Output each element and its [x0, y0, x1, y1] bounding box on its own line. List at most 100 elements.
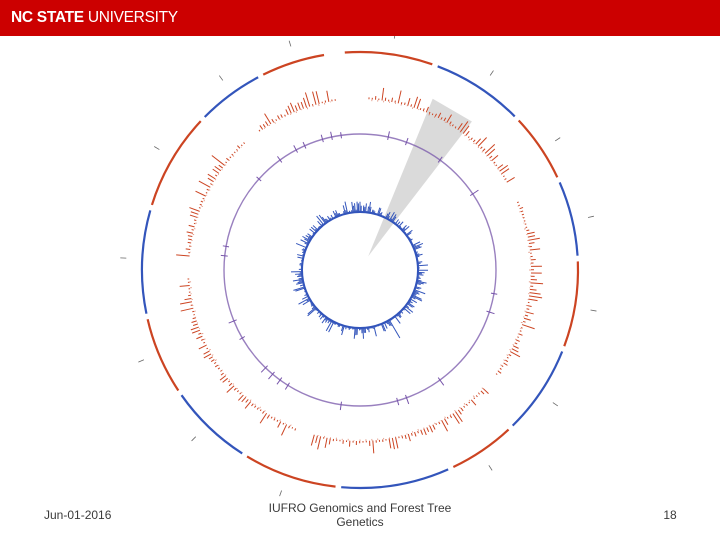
red-histogram-bar: [326, 90, 330, 102]
red-histogram-bar: [426, 427, 430, 433]
red-histogram-bar: [220, 370, 222, 372]
red-histogram-bar: [206, 347, 209, 350]
footer-date: Jun-01-2016: [44, 508, 112, 522]
chromosome-label-tick: [288, 40, 292, 47]
blue-histogram-bar: [344, 201, 349, 214]
red-histogram-bar: [504, 178, 507, 180]
blue-histogram-bar: [297, 281, 304, 284]
blue-histogram-bar: [400, 227, 403, 230]
blue-histogram-bar: [302, 248, 306, 251]
red-histogram-bar: [180, 307, 194, 312]
blue-histogram-bar: [396, 221, 401, 226]
red-histogram-bar: [210, 359, 215, 362]
red-histogram-track: [176, 87, 544, 454]
header-bar: NC STATE UNIVERSITY: [0, 0, 720, 36]
red-histogram-bar: [315, 91, 320, 105]
red-histogram-bar: [189, 207, 200, 212]
blue-histogram-bar: [310, 303, 314, 306]
red-histogram-bar: [429, 425, 434, 433]
red-histogram-underbar: [240, 391, 243, 394]
red-histogram-bar: [222, 377, 228, 383]
red-histogram-bar: [502, 175, 505, 178]
blue-histogram-bar: [411, 242, 413, 244]
red-histogram-bar: [262, 124, 266, 128]
blue-histogram-bar: [348, 326, 351, 330]
purple-ring-mark: [469, 189, 479, 197]
red-histogram-bar: [444, 418, 449, 426]
red-histogram-bar: [210, 183, 213, 185]
blue-histogram-bar: [299, 284, 305, 287]
blue-histogram-bar: [395, 315, 397, 317]
red-histogram-bar: [528, 237, 540, 241]
red-histogram-underbar: [459, 406, 461, 409]
red-histogram-underbar: [428, 113, 430, 116]
red-histogram-bar: [237, 145, 241, 149]
red-histogram-bar: [285, 109, 289, 115]
blue-histogram-bar: [410, 298, 418, 304]
red-histogram-bar: [432, 424, 436, 430]
chromosome-label-ticks: [120, 36, 597, 497]
blue-histogram-bar: [306, 241, 310, 244]
blue-histogram-bar: [307, 233, 313, 238]
red-histogram-bar: [185, 248, 191, 250]
red-histogram-underbar: [506, 354, 509, 356]
blue-histogram-bar: [342, 205, 346, 214]
purple-ring-mark: [276, 377, 283, 385]
blue-histogram-bar: [407, 235, 409, 238]
university-logo[interactable]: NC STATE UNIVERSITY: [11, 9, 178, 27]
blue-histogram-bar: [408, 237, 411, 240]
red-histogram-bar: [213, 361, 217, 365]
blue-histogram-bar: [325, 218, 329, 222]
red-histogram-bar: [438, 421, 441, 425]
red-histogram-bar: [206, 188, 209, 191]
chromosome-label-tick: [191, 436, 197, 442]
red-histogram-bar: [277, 115, 280, 120]
blue-histogram-bar: [307, 237, 311, 241]
chromosome-arc: [452, 428, 510, 468]
blue-histogram-bar: [407, 236, 410, 239]
red-histogram-bar: [478, 392, 481, 395]
red-histogram-bar: [317, 436, 322, 450]
blue-histogram-bar: [392, 317, 395, 319]
blue-histogram-bar: [305, 235, 312, 240]
blue-histogram-bar: [385, 213, 389, 219]
red-histogram-bar: [310, 434, 315, 446]
red-histogram-bar: [529, 288, 537, 291]
red-histogram-bar: [513, 345, 519, 349]
red-histogram-bar: [256, 407, 259, 410]
blue-histogram-bar: [312, 234, 314, 236]
blue-histogram-bar: [352, 205, 355, 213]
footer-title: IUFRO Genomics and Forest Tree Genetics: [268, 501, 452, 529]
red-histogram-bar: [443, 117, 447, 122]
blue-histogram-bar: [379, 212, 381, 216]
chromosome-label-tick: [552, 402, 559, 407]
red-histogram-bar: [192, 323, 198, 326]
red-histogram-underbar: [249, 399, 252, 402]
red-histogram-bar: [211, 155, 226, 166]
red-histogram-bar: [416, 98, 422, 109]
blue-histogram-bar: [323, 222, 325, 225]
blue-histogram-bar: [321, 316, 327, 324]
blue-histogram-bar: [377, 207, 381, 215]
red-histogram-bar: [271, 118, 275, 123]
blue-histogram-bar: [298, 277, 303, 280]
purple-ring-track: [220, 131, 498, 411]
purple-ring-mark: [330, 131, 333, 141]
red-histogram-bar: [407, 433, 411, 442]
red-histogram-bar: [489, 155, 493, 159]
red-histogram-bar: [187, 241, 192, 244]
blue-histogram-bar: [397, 313, 401, 319]
red-histogram-bar: [437, 112, 442, 119]
blue-histogram-bar: [318, 214, 326, 224]
red-histogram-bar: [404, 434, 407, 440]
blue-histogram-bar: [303, 250, 306, 253]
red-histogram-bar: [180, 301, 193, 305]
purple-ring-mark: [268, 371, 275, 380]
blue-histogram-bar: [297, 256, 304, 259]
red-histogram-underbar: [274, 121, 276, 124]
red-histogram-underbar: [221, 169, 223, 171]
chromosome-arc: [203, 76, 259, 118]
red-histogram-bar: [243, 142, 246, 145]
blue-histogram-bar: [324, 218, 328, 223]
red-histogram-bar: [241, 396, 247, 403]
